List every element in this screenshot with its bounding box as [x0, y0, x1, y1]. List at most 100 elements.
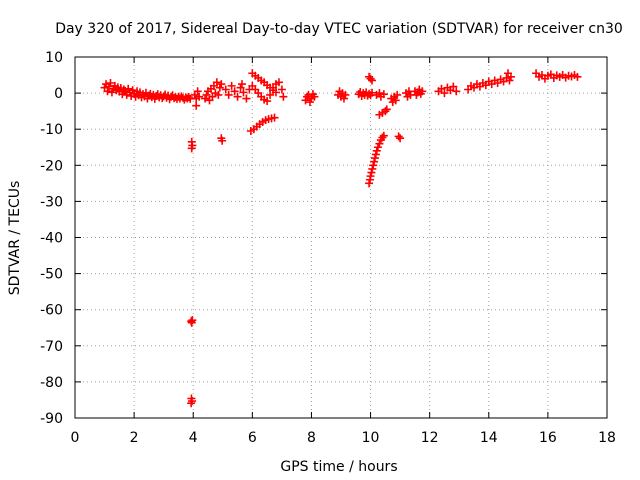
- data-point: [202, 90, 211, 99]
- data-point: [188, 316, 197, 325]
- data-point: [192, 101, 201, 110]
- data-point: [368, 164, 377, 173]
- x-tick-label: 2: [130, 430, 139, 446]
- data-point: [303, 92, 312, 101]
- x-tick-label: 14: [480, 430, 498, 446]
- data-point: [274, 78, 283, 87]
- y-tick-label: -60: [40, 303, 63, 319]
- data-point: [378, 133, 387, 142]
- data-point: [236, 83, 245, 92]
- data-point: [506, 72, 515, 81]
- y-tick-label: -80: [40, 375, 63, 391]
- y-tick-label: -20: [40, 158, 63, 174]
- y-tick-label: -70: [40, 339, 63, 355]
- data-point: [393, 90, 402, 99]
- x-tick-label: 18: [598, 430, 616, 446]
- data-point: [242, 94, 251, 103]
- data-point: [381, 107, 390, 116]
- data-point: [339, 94, 348, 103]
- data-point: [212, 78, 221, 87]
- data-point: [366, 172, 375, 181]
- x-tick-label: 6: [248, 430, 257, 446]
- y-tick-label: -90: [40, 411, 63, 427]
- data-point: [270, 113, 279, 122]
- data-point: [214, 90, 223, 99]
- data-point: [218, 136, 227, 145]
- data-point: [505, 76, 514, 85]
- data-point: [440, 89, 449, 98]
- data-point: [391, 96, 400, 105]
- data-point: [124, 84, 133, 93]
- data-point: [375, 139, 384, 148]
- data-point: [215, 83, 224, 92]
- data-point: [239, 88, 248, 97]
- data-point: [449, 82, 458, 91]
- data-point: [367, 168, 376, 177]
- data-point: [279, 92, 288, 101]
- data-point: [369, 161, 378, 170]
- data-point: [341, 90, 350, 99]
- y-tick-label: -10: [40, 122, 63, 138]
- data-point: [217, 80, 226, 89]
- x-tick-label: 8: [307, 430, 316, 446]
- data-point: [418, 87, 427, 96]
- data-point: [370, 157, 379, 166]
- data-point: [375, 89, 384, 98]
- data-point: [230, 87, 239, 96]
- data-point: [368, 88, 377, 97]
- y-tick-label: -30: [40, 194, 63, 210]
- data-point: [201, 94, 210, 103]
- y-tick-label: -50: [40, 267, 63, 283]
- y-tick-label: 0: [54, 86, 63, 102]
- data-point: [271, 88, 280, 97]
- data-point: [266, 90, 275, 99]
- data-point: [107, 88, 116, 97]
- data-point: [301, 96, 310, 105]
- x-tick-label: 0: [71, 430, 80, 446]
- y-axis-label: SDTVAR / TECUs: [7, 181, 23, 296]
- data-points: [100, 69, 582, 408]
- data-point: [382, 105, 391, 114]
- data-point: [224, 90, 233, 99]
- data-point: [187, 144, 196, 153]
- data-point: [368, 76, 377, 85]
- data-point: [573, 72, 582, 81]
- y-tick-label: -40: [40, 231, 63, 247]
- data-point: [370, 154, 379, 163]
- x-tick-label: 10: [362, 430, 380, 446]
- data-point: [366, 74, 375, 83]
- data-point: [128, 86, 137, 95]
- data-point: [106, 78, 115, 87]
- data-point: [277, 85, 286, 94]
- data-point: [394, 132, 403, 141]
- data-point: [233, 92, 242, 101]
- data-point: [365, 179, 374, 188]
- data-point: [371, 150, 380, 159]
- data-point: [379, 90, 388, 99]
- data-point: [379, 131, 388, 140]
- y-tick-label: 10: [45, 50, 63, 66]
- data-point: [310, 92, 319, 101]
- data-point: [227, 81, 236, 90]
- axis-ticks: 0 2 4 6 8 10 12 14 16 18 10 0 -10 -20 -30 -40 -50 -60 -70 -…: [40, 50, 616, 446]
- data-point: [237, 80, 246, 89]
- data-point: [372, 146, 381, 155]
- data-point: [187, 399, 196, 408]
- x-tick-label: 16: [539, 430, 557, 446]
- data-point: [452, 87, 461, 96]
- data-point: [184, 93, 193, 102]
- data-point: [195, 92, 204, 101]
- x-axis-label: GPS time / hours: [280, 459, 397, 475]
- chart-title: Day 320 of 2017, Sidereal Day-to-day VTE…: [55, 21, 623, 37]
- data-point: [396, 134, 405, 143]
- data-point: [437, 84, 446, 93]
- data-point: [305, 98, 314, 107]
- x-tick-label: 12: [421, 430, 439, 446]
- data-point: [263, 97, 272, 106]
- data-point: [373, 143, 382, 152]
- x-tick-label: 4: [189, 430, 198, 446]
- data-point: [103, 87, 112, 96]
- grid-lines: [75, 57, 607, 418]
- data-point: [221, 85, 230, 94]
